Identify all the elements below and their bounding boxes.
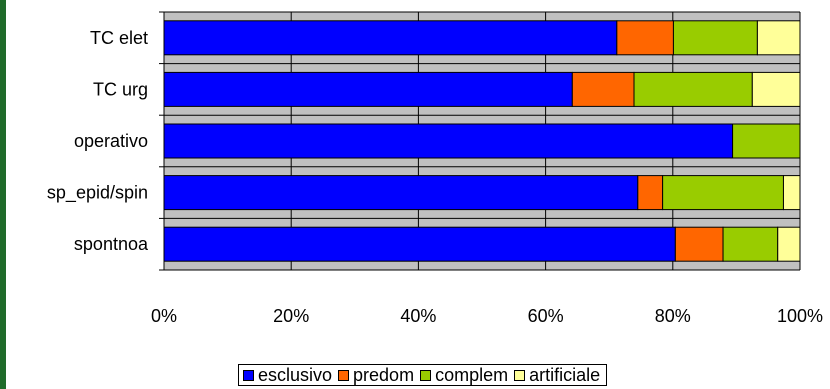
x-tick-labels: 0% 20% 40% 60% 80% 100% <box>151 306 823 326</box>
legend: esclusivo predom complem artificiale <box>238 364 608 386</box>
category-label: TC elet <box>90 28 148 48</box>
legend-label: esclusivo <box>258 365 333 385</box>
bar-segment-complem <box>672 20 758 56</box>
legend-swatch <box>243 369 254 381</box>
x-tick-label: 0% <box>151 306 177 326</box>
legend-label: predom <box>353 365 415 385</box>
category-labels: TC elet TC urg operativo sp_epid/spinspontn… <box>47 28 149 254</box>
legend-item-esclusivo: esclusivo <box>243 365 332 385</box>
bar-segment-artificiale <box>751 71 801 107</box>
bar-segment-complem <box>732 123 801 159</box>
bar-segment-predom <box>674 226 724 262</box>
bar-segment-esclusivo <box>163 175 639 211</box>
legend-item-artificiale: artificiale <box>514 365 600 385</box>
x-tick-label: 100% <box>777 306 823 326</box>
bar-segment-predom <box>616 20 674 56</box>
bar-segment-esclusivo <box>163 71 573 107</box>
bar-segment-esclusivo <box>163 20 618 56</box>
x-tick-label: 60% <box>528 306 564 326</box>
legend-label: artificiale <box>529 365 601 385</box>
legend-label: complem <box>435 365 509 385</box>
bar-segment-esclusivo <box>163 123 734 159</box>
x-tick-label: 40% <box>400 306 436 326</box>
bar-segment-complem <box>633 71 753 107</box>
legend-swatch <box>514 369 526 381</box>
bar-segment-artificiale <box>756 20 801 56</box>
category-label: operativo <box>74 131 148 151</box>
bar-segment-complem <box>662 175 784 211</box>
legend-swatch <box>420 369 432 381</box>
category-label: TC urg <box>93 79 148 99</box>
bars <box>163 20 801 262</box>
x-tick-label: 20% <box>273 306 309 326</box>
category-label: sp_epid/spin <box>47 183 148 204</box>
left-border-rule <box>0 0 6 389</box>
x-tick-label: 80% <box>655 306 691 326</box>
bar-segment-predom <box>637 175 664 211</box>
legend-item-complem: complem <box>420 365 508 385</box>
bar-segment-complem <box>722 226 779 262</box>
bar-segment-artificiale <box>777 226 801 262</box>
bar-segment-artificiale <box>782 175 801 211</box>
bar-segment-esclusivo <box>163 226 676 262</box>
legend-swatch <box>338 369 350 381</box>
bar-segment-predom <box>571 71 635 107</box>
legend-item-predom: predom <box>338 365 414 385</box>
category-label: spontnoa <box>74 234 149 254</box>
